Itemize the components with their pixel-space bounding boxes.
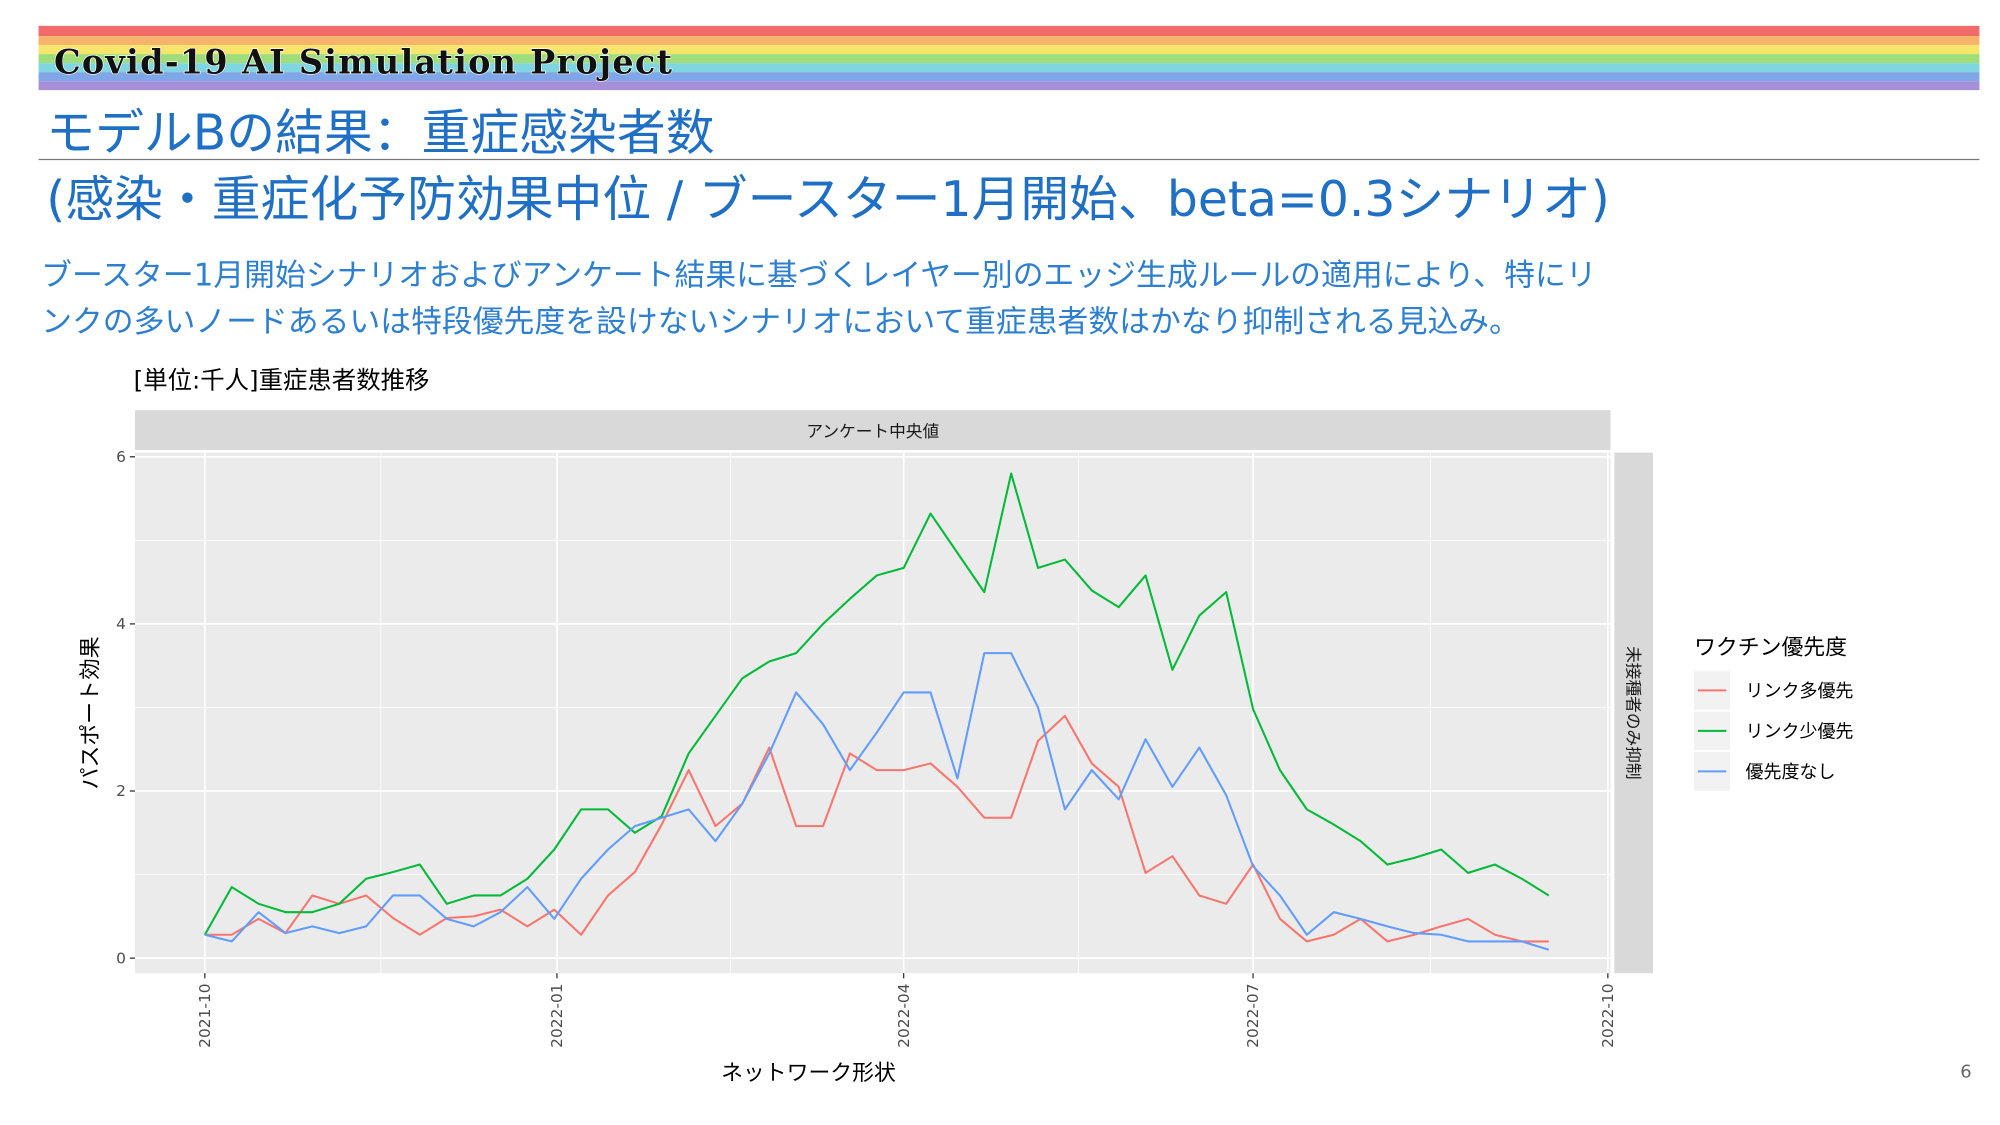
- header-title: Covid-19 AI Simulation Project: [54, 42, 673, 81]
- x-tick-label: 2022-01: [548, 983, 566, 1047]
- chart-title: [単位:千人]重症患者数推移: [134, 365, 430, 394]
- legend-label: リンク少優先: [1746, 721, 1854, 742]
- rainbow-band: [38, 25, 1980, 91]
- series-line: [203, 472, 1550, 936]
- subtitle: ンクの多いノードあるいは特段優先度を設けないシナリオにおいて重症患者数はかなり抑…: [41, 304, 1520, 340]
- y-tick-label: 4: [116, 615, 126, 633]
- legend-label: リンク多優先: [1746, 681, 1854, 702]
- legend-label: 優先度なし: [1746, 762, 1836, 783]
- y-tick-label: 2: [116, 782, 126, 800]
- subtitle: ブースター1月開始シナリオおよびアンケート結果に基づくレイヤー別のエッジ生成ルー…: [41, 258, 1596, 294]
- slide-title: モデルBの結果：重症感染者数: [46, 104, 714, 161]
- x-tick-label: 2021-10: [196, 983, 214, 1047]
- page-number: 6: [1960, 1061, 1971, 1082]
- x-axis-label: ネットワーク形状: [721, 1061, 896, 1086]
- x-tick-label: 2022-04: [895, 983, 913, 1047]
- plot-panel: [134, 452, 1611, 974]
- series-line: [204, 652, 1550, 951]
- y-tick-label: 6: [116, 448, 126, 466]
- series-line: [204, 714, 1549, 943]
- x-tick-label: 2022-07: [1244, 983, 1262, 1047]
- slide-title: (感染・重症化予防効果中位 / ブースター1月開始、beta=0.3シナリオ): [46, 171, 1610, 228]
- facet-label: アンケート中央値: [806, 421, 939, 441]
- y-tick-label: 0: [116, 949, 126, 967]
- facet-strip: [134, 410, 1611, 451]
- legend-title: ワクチン優先度: [1694, 635, 1847, 660]
- y-axis-label: パスポート効果: [79, 636, 104, 789]
- facet-label: 未接種者のみ抑制: [1623, 646, 1643, 780]
- facet-strip: [1614, 452, 1653, 974]
- x-tick-label: 2022-10: [1599, 983, 1617, 1047]
